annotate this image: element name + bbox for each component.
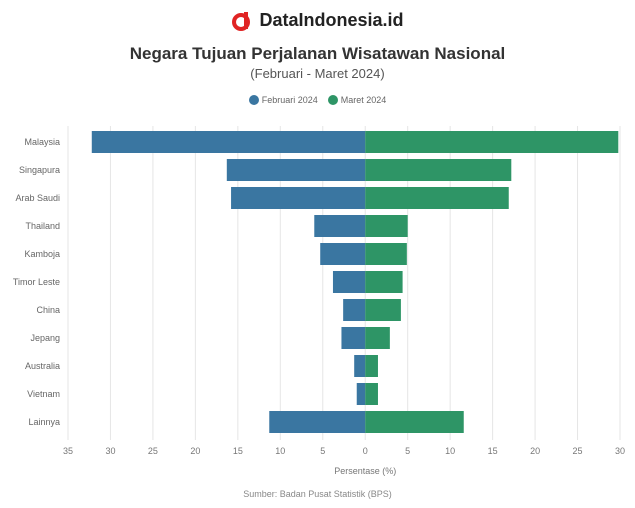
bar-maret-3 (365, 215, 408, 237)
x-axis-label: Persentase (%) (334, 466, 396, 476)
y-tick-label-8: Australia (25, 361, 60, 371)
bar-maret-10 (365, 411, 464, 433)
x-tick-label-9: 10 (445, 446, 455, 456)
bar-maret-7 (365, 327, 390, 349)
y-tick-label-6: China (36, 305, 60, 315)
bar-februari-3 (314, 215, 366, 237)
y-tick-label-1: Singapura (19, 165, 60, 175)
chart-plot: Malaysia Singapura Arab Saudi Thailand Kambo… (13, 126, 625, 476)
bar-maret-6 (365, 299, 401, 321)
bar-februari-6 (343, 299, 366, 321)
x-tick-label-2: 25 (148, 446, 158, 456)
chart-legend: Februari 2024 Maret 2024 (0, 95, 635, 105)
y-tick-label-5: Timor Leste (13, 277, 60, 287)
legend-label-februari: Februari 2024 (261, 95, 318, 105)
legend-swatch-maret (327, 95, 338, 105)
x-tick-label-3: 20 (190, 446, 200, 456)
x-tick-label-10: 15 (488, 446, 498, 456)
legend-item-februari[interactable]: Februari 2024 (248, 95, 318, 105)
bar-februari-5 (332, 271, 366, 293)
bar-maret-1 (365, 159, 512, 181)
legend-swatch-februari (248, 95, 259, 105)
y-tick-label-10: Lainnya (28, 417, 60, 427)
x-tick-label-5: 10 (275, 446, 285, 456)
y-tick-label-9: Vietnam (27, 389, 60, 399)
y-tick-label-2: Arab Saudi (15, 193, 60, 203)
bar-februari-0 (91, 131, 366, 153)
bar-februari-7 (341, 327, 366, 349)
y-tick-label-4: Kamboja (24, 249, 60, 259)
x-tick-label-11: 20 (530, 446, 540, 456)
legend-label-maret: Maret 2024 (340, 95, 387, 105)
brand-name: DataIndonesia.id (259, 10, 404, 30)
y-tick-label-0: Malaysia (24, 137, 60, 147)
bar-maret-5 (365, 271, 403, 293)
chart-title: Negara Tujuan Perjalanan Wisatawan Nasio… (129, 44, 506, 63)
bar-februari-2 (231, 187, 366, 209)
y-tick-label-3: Thailand (25, 221, 60, 231)
x-tick-label-0: 35 (63, 446, 73, 456)
bar-februari-8 (354, 355, 366, 377)
dataindonesia-logo-icon (232, 11, 251, 31)
brand-header: DataIndonesia.id (0, 10, 635, 31)
x-tick-label-7: 0 (363, 446, 368, 456)
x-tick-label-13: 30 (615, 446, 625, 456)
chart-subtitle: (Februari - Maret 2024) (250, 66, 385, 81)
bar-februari-10 (269, 411, 366, 433)
source-note: Sumber: Badan Pusat Statistik (BPS) (243, 489, 392, 499)
y-tick-label-7: Jepang (30, 333, 60, 343)
bar-februari-4 (320, 243, 366, 265)
x-tick-label-12: 25 (573, 446, 583, 456)
legend-item-maret[interactable]: Maret 2024 (327, 95, 387, 105)
bar-maret-9 (365, 383, 378, 405)
bar-maret-4 (365, 243, 407, 265)
x-tick-label-1: 30 (105, 446, 115, 456)
x-tick-label-6: 5 (320, 446, 325, 456)
bar-februari-1 (226, 159, 366, 181)
bar-maret-8 (365, 355, 378, 377)
bar-maret-2 (365, 187, 509, 209)
x-tick-label-4: 15 (233, 446, 243, 456)
x-tick-label-8: 5 (405, 446, 410, 456)
bar-februari-9 (356, 383, 366, 405)
bar-maret-0 (365, 131, 619, 153)
